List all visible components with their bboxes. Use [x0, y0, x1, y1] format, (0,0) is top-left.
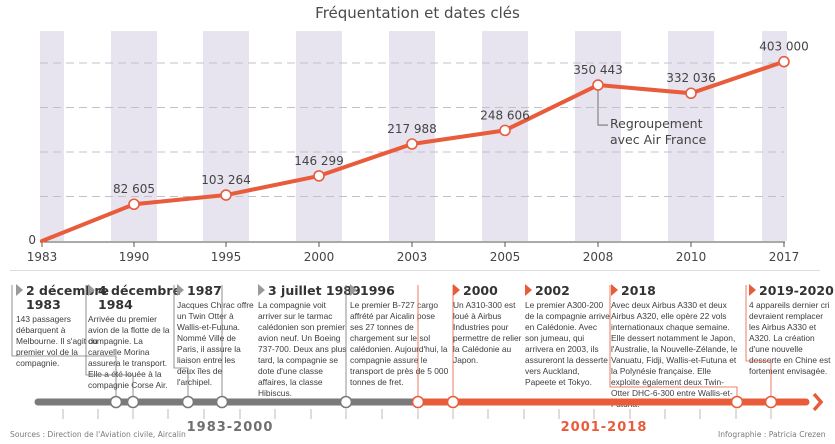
- timeline-node: [764, 395, 778, 409]
- period-label-2001-2018: 2001-2018: [561, 420, 648, 435]
- data-label: 332 036: [666, 71, 716, 85]
- annotation-text: avec Air France: [610, 132, 707, 147]
- band-2010: [668, 31, 714, 241]
- x-tick-label: 2000: [304, 250, 335, 264]
- event-card-1989: 3 juillet 1989 La compagnie voit arriver…: [258, 284, 361, 399]
- band-2003: [389, 31, 435, 241]
- timeline-node: [339, 395, 353, 409]
- x-tick-label: 1983: [27, 250, 58, 264]
- event-card-1984: 4 décembre 1984 Arrivée du premier avion …: [88, 284, 181, 391]
- timeline-node: [215, 395, 229, 409]
- timeline-node: [126, 395, 140, 409]
- band-1983: [40, 31, 64, 241]
- event-heading: 2019-2020: [749, 284, 834, 298]
- arrow-icon: [258, 284, 265, 296]
- event-body: La compagnie voit arriver sur le tarmac …: [258, 300, 347, 398]
- event-connector: [609, 285, 738, 397]
- band-1995: [203, 31, 249, 241]
- arrow-icon: [16, 284, 23, 296]
- timeline-node: [730, 395, 744, 409]
- arrow-icon: [350, 284, 357, 296]
- event-card-2002: 2002 Le premier A300-200 de la compagnie…: [525, 284, 611, 388]
- chart-title: Fréquentation et dates clés: [315, 4, 520, 22]
- arrow-icon: [749, 284, 756, 296]
- arrow-icon: [525, 284, 532, 296]
- event-body: Un A310-300 est loué à Airbus Industries…: [453, 300, 522, 365]
- event-heading: 2000: [453, 284, 523, 298]
- data-label: 146 299: [294, 154, 344, 168]
- event-heading: 2002: [525, 284, 611, 298]
- event-body: Le premier B-727 cargo affrété par Aical…: [350, 300, 449, 387]
- event-body: Arrivée du premier avion de la flotte de…: [88, 314, 170, 390]
- x-tick-label: 1990: [119, 250, 150, 264]
- event-body: Jacques Chirac offre un Twin Otter à Wal…: [177, 300, 254, 387]
- event-connector: [173, 285, 189, 397]
- data-label: 350 443: [573, 63, 623, 77]
- timeline-arrow-icon: [812, 392, 824, 412]
- arrow-icon: [88, 284, 95, 296]
- credit-text: Infographie : Patricia Crezen: [718, 430, 826, 439]
- arrow-icon: [177, 284, 184, 296]
- period-label-1983-2000: 1983-2000: [187, 420, 274, 435]
- event-card-1987: 1987 Jacques Chirac offre un Twin Otter …: [177, 284, 255, 388]
- event-card-2000: 2000 Un A310-300 est loué à Airbus Indus…: [453, 284, 523, 366]
- event-body: Le premier A300-200 de la compagnie arri…: [525, 300, 610, 387]
- data-point: [592, 79, 604, 91]
- event-connector: [85, 285, 134, 397]
- x-tick-label: 2008: [583, 250, 614, 264]
- x-tick-label: 2010: [676, 250, 707, 264]
- data-label: 403 000: [759, 40, 809, 54]
- x-tick-label: 1995: [211, 250, 242, 264]
- data-point: [128, 198, 140, 211]
- event-body: 143 passagers débarquent à Melbourne. Il…: [16, 314, 98, 368]
- sources-text: Sources : Direction de l'Aviation civile…: [10, 430, 186, 439]
- event-card-2019-2020: 2019-2020 4 appareils dernier cri devrai…: [749, 284, 834, 377]
- data-point: [220, 189, 232, 201]
- data-label: 217 988: [387, 122, 437, 136]
- y-tick-label: 0: [28, 233, 36, 247]
- timeline-node: [446, 395, 460, 409]
- band-2000: [296, 31, 342, 241]
- event-heading: 4 décembre 1984: [88, 284, 181, 312]
- event-heading: 2018: [611, 284, 739, 298]
- data-label: 103 264: [201, 173, 251, 187]
- data-point: [406, 138, 418, 150]
- event-heading: 3 juillet 1989: [258, 284, 361, 298]
- event-heading: 1987: [177, 284, 255, 298]
- x-tick-label: 2003: [397, 250, 428, 264]
- timeline-node: [109, 395, 123, 409]
- line-chart: 1983 1990 1995 2000 2003 2005 2008 2010 2017 0 Re…: [27, 31, 809, 264]
- timeline-node: [411, 395, 425, 409]
- arrow-icon: [611, 284, 618, 296]
- timeline: 1983-2000 2001-2018: [11, 285, 824, 435]
- data-point: [313, 170, 325, 182]
- data-point: [778, 55, 790, 68]
- arrow-icon: [453, 284, 460, 296]
- x-tick-label: 2017: [769, 250, 800, 264]
- event-card-1996: 1996 Le premier B-727 cargo affrété par …: [350, 284, 450, 388]
- data-point: [685, 87, 697, 100]
- x-tick-label: 2005: [490, 250, 521, 264]
- event-connector: [11, 285, 117, 397]
- event-heading: 1996: [350, 284, 450, 298]
- data-label: 248 606: [480, 108, 530, 122]
- band-2008: [575, 31, 621, 241]
- data-point: [499, 124, 511, 137]
- separator: [10, 270, 820, 271]
- annotation-leader-line: [597, 85, 608, 126]
- annotation-text: Regroupement: [610, 116, 703, 131]
- event-body: 4 appareils dernier cri devraient rempla…: [749, 300, 831, 376]
- data-label: 82 605: [113, 182, 155, 196]
- timeline-node: [181, 395, 195, 409]
- event-connector: [745, 285, 772, 397]
